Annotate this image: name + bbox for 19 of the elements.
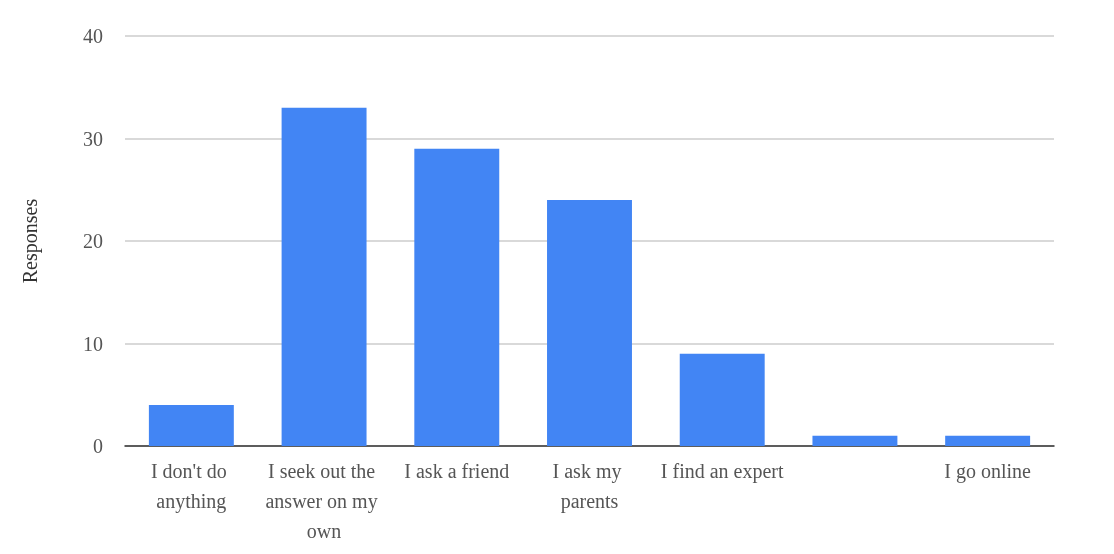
y-tick-label: 0 — [93, 435, 103, 457]
bar — [812, 435, 898, 446]
y-tick-label: 30 — [83, 127, 103, 150]
bar — [148, 405, 234, 446]
x-tick-label: I ask my parents — [552, 460, 627, 513]
bar — [414, 148, 500, 446]
x-tick-label: I ask a friend — [404, 460, 510, 482]
bar — [679, 353, 765, 446]
bar — [547, 200, 632, 446]
x-tick-label: I don't do anything — [150, 460, 232, 513]
y-tick-label: 10 — [83, 332, 103, 355]
y-tick-label: 40 — [83, 25, 103, 47]
x-tick-label: I find an expert — [660, 460, 785, 483]
bar — [945, 435, 1031, 446]
bar — [281, 107, 367, 446]
x-tick-label: I seek out the answer on my own — [265, 460, 383, 542]
y-axis-title: Responses — [19, 198, 42, 284]
y-tick-label: 20 — [83, 230, 103, 252]
x-tick-label: I go online — [944, 460, 1032, 483]
